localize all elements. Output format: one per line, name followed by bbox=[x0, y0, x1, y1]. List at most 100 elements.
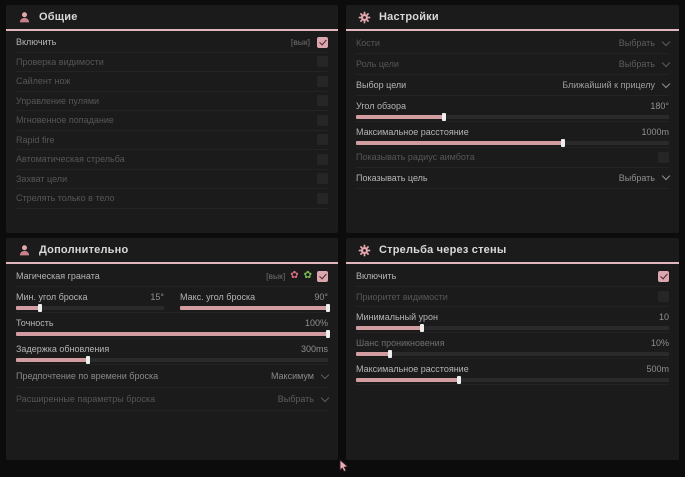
chevron-down-icon bbox=[661, 171, 671, 181]
checkbox[interactable] bbox=[317, 192, 328, 204]
bones-dropdown[interactable]: Выбрать bbox=[619, 37, 671, 48]
slider-label: Минимальный урон bbox=[356, 311, 439, 322]
row-throw-time-pref: Предпочтение по времени броска Максимум bbox=[16, 365, 330, 388]
update-delay-slider[interactable] bbox=[16, 356, 328, 364]
checkbox[interactable] bbox=[317, 173, 328, 185]
panel-settings-header: Настройки bbox=[346, 5, 679, 31]
penetration-slider[interactable] bbox=[356, 350, 669, 358]
slider-label: Угол обзора bbox=[356, 100, 406, 111]
advanced-throw-dropdown[interactable]: Выбрать bbox=[278, 393, 330, 404]
row-label: Автоматическая стрельба bbox=[16, 154, 125, 165]
slider-thumb[interactable] bbox=[37, 304, 42, 312]
row-magic-grenade: Магическая граната [вык] ✿ ✿ bbox=[16, 266, 328, 287]
panel-settings: Настройки Кости Выбрать Роль цели Выбрат… bbox=[346, 5, 679, 233]
row-label: Показывать цель bbox=[356, 172, 428, 183]
slider-thumb[interactable] bbox=[326, 304, 330, 312]
checkbox[interactable] bbox=[317, 134, 328, 146]
throw-time-dropdown[interactable]: Максимум bbox=[271, 370, 330, 381]
slider-value: 500m bbox=[646, 363, 669, 374]
chevron-down-icon bbox=[661, 79, 671, 88]
checkbox[interactable] bbox=[317, 75, 328, 87]
checkbox[interactable] bbox=[317, 153, 328, 165]
checkbox[interactable] bbox=[658, 270, 669, 282]
row-label: Расширенные параметры броска bbox=[16, 394, 156, 404]
row-label: Приоритет видимости bbox=[356, 291, 448, 302]
row-label: Стрелять только в тело bbox=[16, 193, 115, 204]
slider-label: Макс. угол броска bbox=[180, 291, 256, 302]
row-label: Захват цели bbox=[16, 173, 68, 184]
checkbox[interactable] bbox=[658, 291, 669, 302]
checkbox[interactable] bbox=[317, 114, 328, 126]
target-role-dropdown[interactable]: Выбрать bbox=[619, 58, 671, 69]
checkbox[interactable] bbox=[317, 95, 328, 107]
row-enable: Включить [вык] bbox=[16, 33, 328, 53]
row-show-target: Показывать цель Выбрать bbox=[356, 168, 671, 189]
max-angle-group: Макс. угол броска 90° bbox=[180, 290, 330, 312]
row-advanced-throw: Расширенные параметры броска Выбрать bbox=[16, 388, 330, 411]
slider-thumb[interactable] bbox=[85, 356, 90, 364]
row-fov: Угол обзора 180° bbox=[356, 96, 669, 122]
gear-icon bbox=[358, 11, 371, 24]
panel-title: Стрельба через стены bbox=[379, 244, 507, 256]
slider-thumb[interactable] bbox=[326, 330, 330, 338]
slider-thumb[interactable] bbox=[441, 113, 446, 121]
slider-value: 1000m bbox=[641, 126, 669, 137]
row-bones: Кости Выбрать bbox=[356, 33, 671, 54]
row-enable: Включить bbox=[356, 266, 669, 287]
person-icon bbox=[18, 244, 31, 257]
slider-value: 10% bbox=[650, 337, 669, 348]
pointer-cursor-icon bbox=[338, 458, 350, 477]
fov-slider[interactable] bbox=[356, 113, 669, 121]
slider-thumb[interactable] bbox=[419, 324, 424, 332]
panel-additional: Дополнительно Магическая граната [вык] ✿… bbox=[6, 238, 338, 460]
slider-thumb[interactable] bbox=[388, 350, 393, 358]
checkbox[interactable] bbox=[658, 151, 669, 163]
chevron-down-icon bbox=[320, 370, 330, 379]
slider-value: 15° bbox=[150, 291, 164, 302]
checkbox[interactable] bbox=[317, 270, 328, 282]
row-penetration-chance: Шанс проникновения 10% bbox=[356, 333, 669, 359]
min-angle-slider[interactable] bbox=[16, 304, 164, 312]
row-label: Проверка видимости bbox=[16, 56, 104, 67]
row-label: Мгновенное попадание bbox=[16, 115, 114, 126]
row-label: Включить bbox=[16, 37, 57, 48]
row-label: Магическая граната bbox=[16, 271, 100, 281]
max-angle-slider[interactable] bbox=[180, 304, 330, 312]
row-target-select: Выбор цели Ближайший к прицелу bbox=[356, 75, 671, 96]
gear-icon bbox=[358, 244, 371, 257]
row-label: Сайлент нож bbox=[16, 76, 71, 87]
slider-label: Точность bbox=[16, 317, 54, 328]
target-select-dropdown[interactable]: Ближайший к прицелу bbox=[562, 79, 671, 90]
row-visibility-priority: Приоритет видимости bbox=[356, 287, 669, 307]
row-label: Кости bbox=[356, 38, 380, 48]
row-label: Роль цели bbox=[356, 59, 399, 69]
panel-general-header: Общие bbox=[6, 5, 338, 31]
slider-value: 300ms bbox=[300, 343, 328, 354]
max-distance-slider[interactable] bbox=[356, 139, 669, 147]
row-label: Включить bbox=[356, 271, 397, 281]
flower-icon-red[interactable]: ✿ bbox=[290, 270, 299, 281]
row-label: Показывать радиус аимбота bbox=[356, 152, 475, 163]
accuracy-slider[interactable] bbox=[16, 330, 330, 338]
slider-label: Максимальное расстояние bbox=[356, 126, 469, 137]
slider-thumb[interactable] bbox=[560, 139, 565, 147]
min-damage-slider[interactable] bbox=[356, 324, 669, 332]
row-body-only: Стрелять только в тело bbox=[16, 189, 328, 209]
chevron-down-icon bbox=[661, 37, 671, 46]
row-bullet-control: Управление пулями bbox=[16, 92, 328, 111]
max-distance-slider[interactable] bbox=[356, 376, 669, 384]
checkbox[interactable] bbox=[317, 36, 328, 48]
slider-thumb[interactable] bbox=[457, 376, 462, 384]
hotkey-badge: [вык] bbox=[266, 271, 286, 281]
panel-title: Общие bbox=[39, 11, 78, 23]
slider-label: Мин. угол броска bbox=[16, 291, 88, 302]
row-throw-angles: Мин. угол броска 15° Макс. угол броска 9… bbox=[16, 287, 330, 313]
flower-icon-green[interactable]: ✿ bbox=[303, 270, 312, 281]
row-label: Rapid fire bbox=[16, 134, 55, 145]
row-update-delay: Задержка обновления 300ms bbox=[16, 339, 328, 365]
checkbox[interactable] bbox=[317, 56, 328, 68]
show-target-dropdown[interactable]: Выбрать bbox=[619, 171, 671, 183]
min-angle-group: Мин. угол броска 15° bbox=[16, 290, 164, 312]
row-visibility-check: Проверка видимости bbox=[16, 53, 328, 72]
row-label: Управление пулями bbox=[16, 95, 100, 106]
